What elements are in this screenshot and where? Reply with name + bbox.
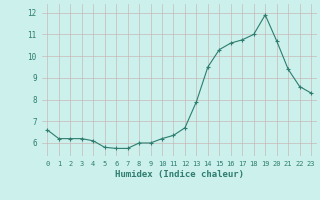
X-axis label: Humidex (Indice chaleur): Humidex (Indice chaleur) [115,170,244,179]
